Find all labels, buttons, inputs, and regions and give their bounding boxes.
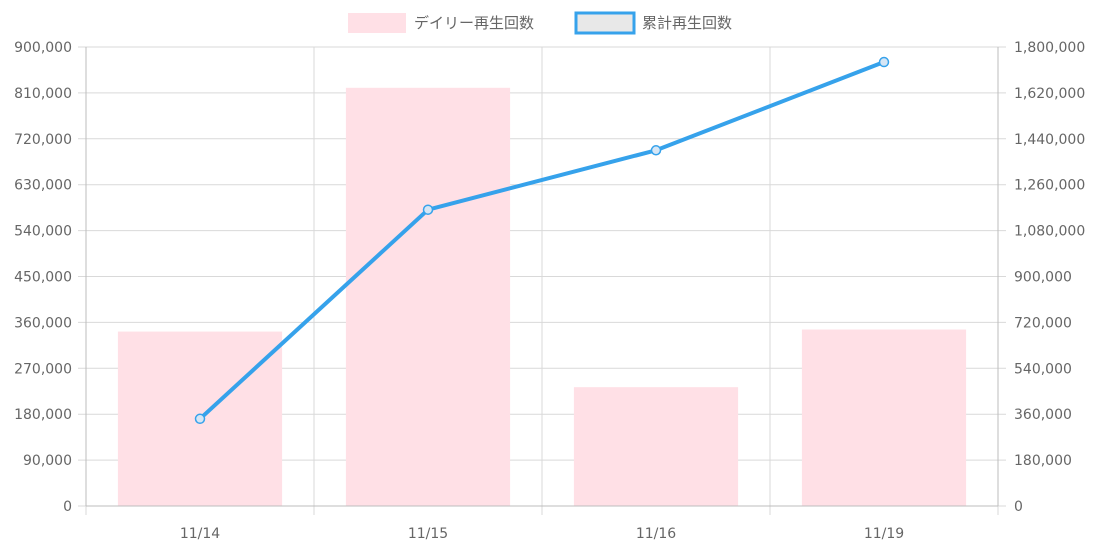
y-right-tick-label: 720,000 <box>1014 315 1072 331</box>
y-left-tick-label: 450,000 <box>14 270 72 286</box>
y-right-tick-label: 1,260,000 <box>1014 178 1085 194</box>
y-left-tick-label: 630,000 <box>14 178 72 194</box>
x-tick-label: 11/15 <box>408 526 448 542</box>
line-point[interactable] <box>422 204 434 215</box>
y-left-tick-label: 540,000 <box>14 224 72 240</box>
y-left-tick-label: 270,000 <box>14 361 72 377</box>
bar[interactable] <box>801 329 967 506</box>
y-right-tick-label: 1,620,000 <box>1014 86 1085 102</box>
y-left-tick-label: 360,000 <box>14 315 72 331</box>
y-right-tick-label: 540,000 <box>1014 361 1072 377</box>
legend-swatch-cumulative <box>574 11 636 35</box>
x-tick-label: 11/14 <box>180 526 220 542</box>
y-left-tick-label: 900,000 <box>14 40 72 56</box>
y-left-tick-label: 810,000 <box>14 86 72 102</box>
bar[interactable] <box>573 387 739 506</box>
y-right-tick-label: 1,080,000 <box>1014 224 1085 240</box>
line-point[interactable] <box>650 145 662 156</box>
x-tick-label: 11/19 <box>864 526 904 542</box>
y-right-tick-label: 360,000 <box>1014 407 1072 423</box>
line-series <box>194 56 890 425</box>
legend-label-daily: デイリー再生回数 <box>414 14 534 32</box>
y-right-tick-label: 0 <box>1014 499 1023 515</box>
x-tick-label: 11/16 <box>636 526 676 542</box>
y-right-tick-label: 900,000 <box>1014 270 1072 286</box>
line-path <box>198 60 886 421</box>
bar[interactable] <box>345 87 511 507</box>
legend-item-cumulative[interactable]: 累計再生回数 <box>574 11 732 35</box>
legend-label-cumulative: 累計再生回数 <box>642 14 732 32</box>
line-point[interactable] <box>194 413 206 425</box>
y-right-tick-label: 1,440,000 <box>1014 132 1085 148</box>
y-left-tick-label: 0 <box>63 499 72 515</box>
y-right-tick-label: 1,800,000 <box>1014 40 1085 56</box>
y-left-tick-label: 720,000 <box>14 132 72 148</box>
y-left-tick-label: 180,000 <box>14 407 72 423</box>
legend: デイリー再生回数 累計再生回数 <box>348 11 732 35</box>
y-right-tick-label: 180,000 <box>1014 453 1072 469</box>
axes: 0 0 90,000 180,000 180,000 360,000 270,000 540,… <box>14 40 1085 542</box>
line-point[interactable] <box>878 56 890 68</box>
y-left-tick-label: 90,000 <box>23 453 72 469</box>
legend-swatch-daily <box>348 13 406 33</box>
legend-item-daily[interactable]: デイリー再生回数 <box>348 13 534 33</box>
